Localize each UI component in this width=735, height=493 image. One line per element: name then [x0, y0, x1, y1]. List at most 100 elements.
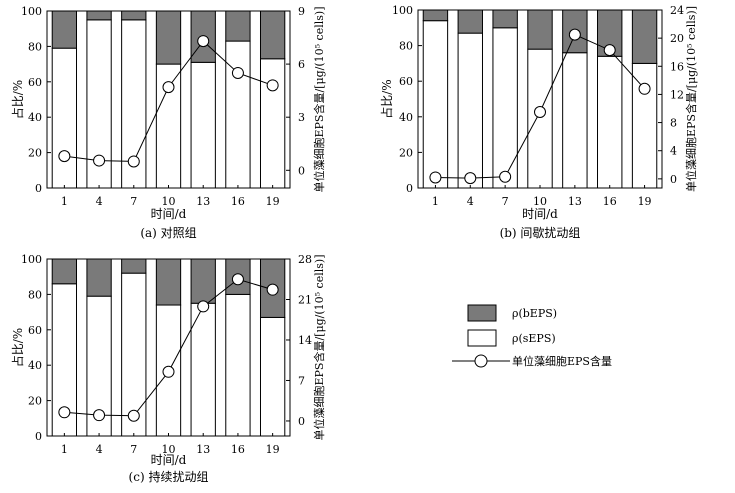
line-point — [162, 81, 175, 94]
y-right-tick-label: 4 — [670, 145, 677, 158]
x-axis-label: 时间/d — [522, 207, 558, 221]
y-axis-label: 占比/% — [10, 80, 25, 119]
line-point — [127, 409, 140, 422]
chart-title: (a) 对照组 — [140, 226, 196, 240]
line-point — [534, 106, 546, 119]
chart-panel-b: 0 20 40 60 80 100 0 4 8 12 16 20 24 1 4 7 10 13 16 19 时间/d (b… — [379, 4, 698, 240]
y-axis-label: 占比/% — [10, 328, 25, 367]
x-tick-label: 19 — [266, 443, 280, 456]
y-right-tick-label: 0 — [670, 173, 677, 186]
line-point — [58, 150, 71, 163]
y-right-tick-label: 6 — [298, 58, 305, 71]
y-tick-label: 100 — [21, 253, 42, 266]
x-tick-label: 1 — [61, 195, 68, 208]
bar-beps — [121, 10, 147, 21]
bar-seps — [562, 52, 588, 189]
y-right-axis-label: 单位藻细胞EPS含量/[μg/(10⁵ cells)] — [312, 255, 326, 441]
bar-seps — [631, 62, 658, 189]
line-point — [603, 44, 616, 57]
y-tick-label: 100 — [21, 5, 42, 18]
line-point — [162, 365, 175, 378]
y-tick-label: 80 — [399, 40, 413, 53]
y-tick-label: 0 — [35, 430, 42, 443]
bar-seps — [259, 58, 286, 189]
line-point — [93, 409, 106, 422]
bar-seps — [527, 48, 553, 189]
y-right-tick-label: 0 — [298, 415, 305, 428]
line-point — [464, 172, 477, 185]
x-tick-label: 1 — [432, 195, 439, 208]
bar-beps — [422, 9, 449, 22]
chart-panel-a: 0 20 40 60 80 100 0 3 6 9 1 4 7 10 13 16 19 时间/d (a) 对照组 占比… — [10, 5, 326, 240]
y-tick-label: 100 — [392, 4, 413, 17]
bar-seps — [597, 55, 623, 189]
bar-beps — [155, 258, 182, 306]
x-tick-label: 7 — [502, 195, 509, 208]
y-tick-label: 80 — [28, 40, 42, 53]
y-right-tick-label: 7 — [298, 374, 305, 387]
x-tick-label: 10 — [533, 195, 547, 208]
bar-seps — [457, 32, 483, 189]
bar-beps — [121, 258, 147, 274]
y-tick-label: 40 — [28, 359, 42, 372]
x-tick-label: 19 — [638, 195, 652, 208]
y-right-tick-label: 16 — [670, 60, 684, 73]
y-tick-label: 60 — [28, 76, 42, 89]
x-tick-label: 4 — [467, 195, 474, 208]
y-tick-label: 60 — [399, 75, 413, 88]
x-tick-label: 7 — [130, 443, 137, 456]
y-tick-label: 40 — [399, 111, 413, 124]
bar-seps — [422, 20, 449, 189]
bar-seps — [51, 47, 78, 189]
y-tick-label: 80 — [28, 288, 42, 301]
y-tick-label: 20 — [399, 146, 413, 159]
bar-beps — [259, 10, 286, 60]
x-tick-label: 19 — [266, 195, 280, 208]
x-tick-label: 10 — [162, 443, 176, 456]
legend-swatch-seps — [467, 329, 497, 347]
line-point — [197, 35, 210, 48]
bar-beps — [631, 9, 658, 64]
line-point — [127, 155, 140, 168]
bar-seps — [492, 27, 518, 189]
line-point — [58, 406, 71, 419]
legend-label-beps: ρ(bEPS) — [512, 307, 557, 320]
legend-label-line: 单位藻细胞EPS含量 — [512, 354, 612, 368]
x-tick-label: 10 — [162, 195, 176, 208]
legend-swatch-beps — [467, 304, 497, 322]
y-right-axis-label: 单位藻细胞EPS含量/[μg/(10⁵ cells)] — [312, 7, 326, 193]
chart-title: (c) 持续扰动组 — [129, 469, 209, 484]
y-tick-label: 0 — [406, 182, 413, 195]
y-right-tick-label: 9 — [298, 5, 305, 18]
y-right-tick-label: 24 — [670, 4, 684, 17]
bar-seps — [155, 304, 182, 437]
y-tick-label: 0 — [35, 182, 42, 195]
x-tick-label: 16 — [603, 195, 617, 208]
legend-marker — [474, 354, 488, 368]
y-right-tick-label: 8 — [670, 117, 677, 130]
line-point — [266, 79, 279, 92]
chart-title: (b) 间歇扰动组 — [500, 226, 581, 240]
y-right-tick-label: 12 — [670, 88, 684, 101]
line-point — [197, 300, 210, 313]
bar-seps — [225, 40, 251, 189]
line-point — [638, 82, 651, 95]
bar-beps — [51, 10, 78, 49]
x-tick-label: 16 — [231, 195, 245, 208]
x-tick-label: 13 — [568, 195, 582, 208]
line-point — [231, 66, 244, 79]
x-tick-label: 1 — [61, 443, 68, 456]
line-point — [568, 28, 581, 41]
y-right-tick-label: 28 — [298, 253, 312, 266]
y-tick-label: 20 — [28, 395, 42, 408]
y-tick-label: 20 — [28, 147, 42, 160]
x-tick-label: 13 — [196, 195, 210, 208]
y-right-tick-label: 0 — [298, 164, 305, 177]
line-point — [429, 171, 442, 184]
line-point — [499, 170, 512, 183]
x-tick-label: 4 — [96, 443, 103, 456]
bar-seps — [259, 316, 286, 437]
